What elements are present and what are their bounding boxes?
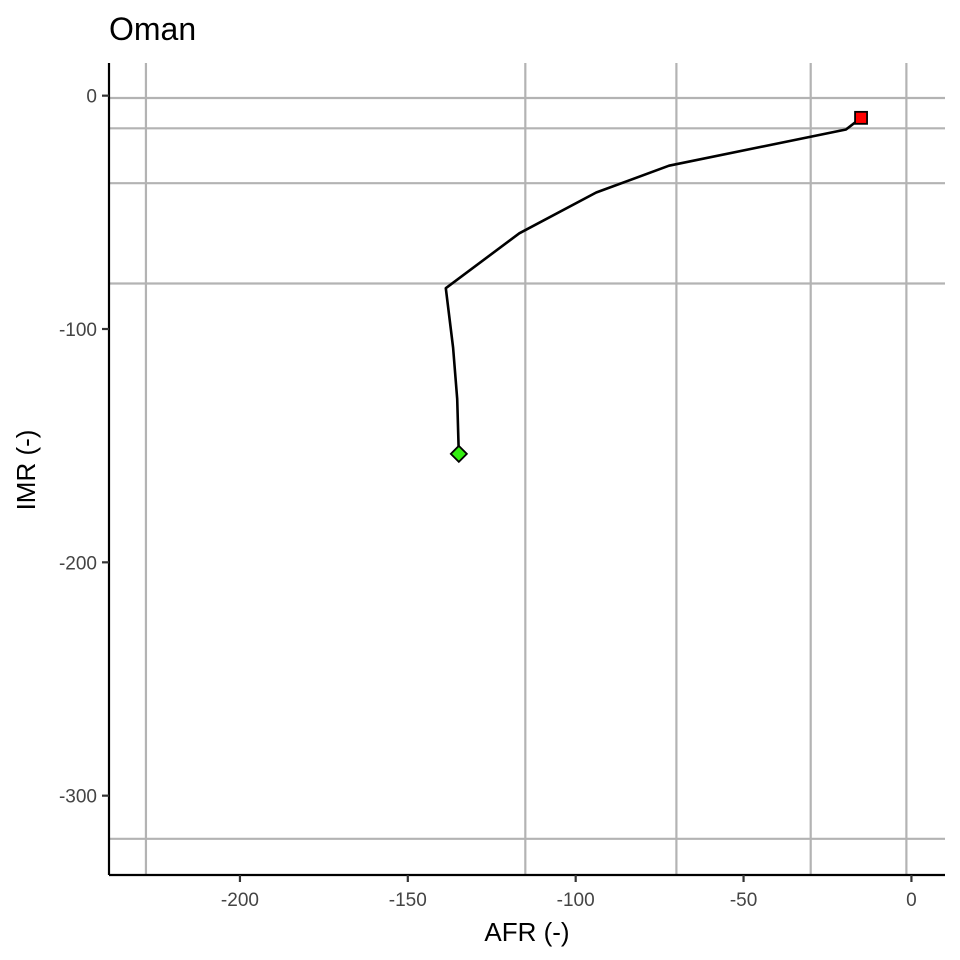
y-tick-label-1: -100: [59, 320, 97, 341]
start-diamond-marker: [449, 444, 469, 464]
y-tick-label-2: -200: [59, 553, 97, 574]
x-tick-label-0: -200: [221, 890, 259, 911]
y-tick-label-0: 0: [86, 87, 97, 108]
end-square-marker: [854, 110, 868, 125]
series-line-0: [444, 116, 862, 454]
reference-lines: [109, 63, 945, 875]
x-axis-label: AFR (-): [484, 917, 569, 947]
chart-title: Oman: [109, 11, 196, 47]
axes: [107, 63, 945, 877]
ticks: -200 -150 -100 -50 0 0 -100 -200 -300: [59, 87, 917, 911]
x-tick-label-4: 0: [906, 890, 917, 911]
x-tick-label-2: -100: [557, 890, 595, 911]
y-tick-label-3: -300: [59, 787, 97, 808]
x-tick-label-1: -150: [389, 890, 427, 911]
markers: [449, 110, 868, 464]
series: [444, 116, 862, 454]
y-axis-label: IMR (-): [11, 430, 41, 511]
x-tick-label-3: -50: [730, 890, 757, 911]
